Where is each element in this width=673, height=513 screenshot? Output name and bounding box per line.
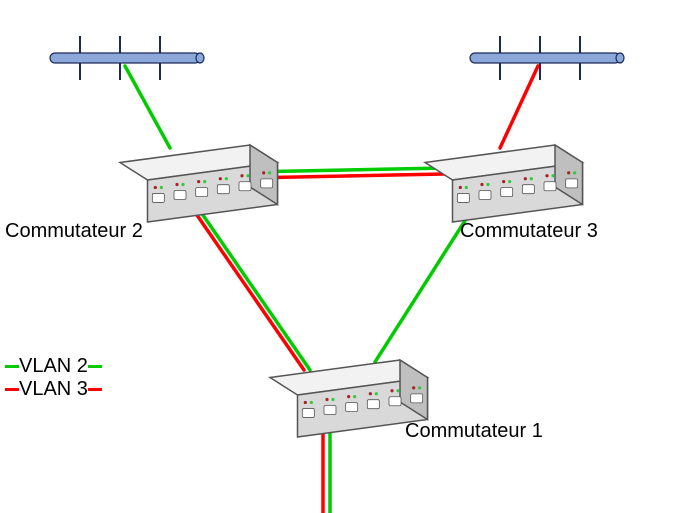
legend-vlan2-dash2	[88, 365, 102, 368]
vlan-links	[125, 66, 538, 513]
network-bus	[50, 53, 200, 63]
network-bus	[470, 53, 620, 63]
switch-port	[302, 408, 314, 417]
switch-port	[457, 193, 469, 202]
switch-port	[152, 193, 164, 202]
switch-port	[501, 188, 513, 197]
switch-icon	[120, 145, 278, 222]
legend-vlan2-text: VLAN 2	[19, 355, 88, 377]
switch-port	[239, 182, 251, 191]
label-switch-2: Commutateur 2	[5, 220, 143, 243]
vlan-link-vlan3	[190, 205, 304, 370]
switch-port	[174, 191, 186, 200]
vlan-topology-diagram: { "canvas": { "width": 673, "height": 51…	[0, 0, 673, 513]
legend-vlan2-dash	[5, 365, 19, 368]
switch-port	[411, 394, 423, 403]
diagram-canvas	[0, 0, 673, 513]
legend: VLAN 2 VLAN 3	[5, 355, 102, 401]
switch-icon	[270, 360, 428, 437]
switch-icon	[425, 145, 583, 222]
legend-vlan3: VLAN 3	[5, 378, 102, 401]
vlan-link-vlan3	[500, 66, 538, 148]
switch-port	[324, 406, 336, 415]
switch-port	[196, 188, 208, 197]
switch-port	[367, 400, 379, 409]
vlan-link-vlan2	[125, 66, 170, 148]
label-switch-1: Commutateur 1	[405, 420, 543, 443]
switch-port	[479, 191, 491, 200]
switch-port	[217, 185, 229, 194]
vlan-link-vlan2	[196, 205, 310, 370]
switch-port	[261, 179, 273, 188]
switch-port	[544, 182, 556, 191]
switch-port	[389, 397, 401, 406]
legend-vlan3-dash2	[88, 388, 102, 391]
switch-port	[346, 403, 358, 412]
legend-vlan2: VLAN 2	[5, 355, 102, 378]
label-switch-3: Commutateur 3	[460, 220, 598, 243]
legend-vlan3-text: VLAN 3	[19, 378, 88, 400]
switch-port	[522, 185, 534, 194]
legend-vlan3-dash	[5, 388, 19, 391]
switch-port	[566, 179, 578, 188]
